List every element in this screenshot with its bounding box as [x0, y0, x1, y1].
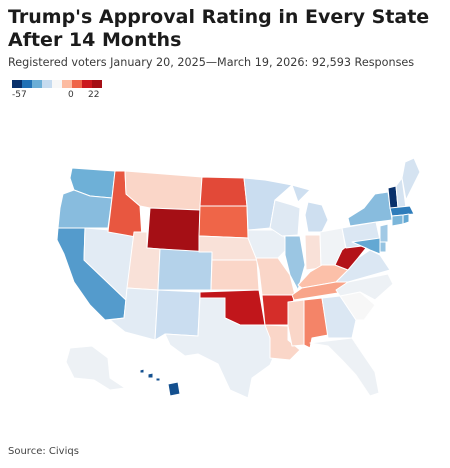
state-CO[interactable] — [157, 248, 213, 291]
legend-min-label: -57 — [12, 90, 27, 100]
state-AK[interactable] — [65, 345, 126, 391]
state-DE[interactable] — [379, 241, 387, 253]
state-ME[interactable] — [401, 157, 420, 201]
state-NY[interactable] — [347, 191, 393, 227]
legend-swatch — [52, 80, 62, 88]
color-legend: -57 0 22 — [12, 80, 102, 104]
page-title: Trump's Approval Rating in Every State A… — [8, 6, 430, 51]
state-NM[interactable] — [154, 289, 201, 341]
legend-swatch — [42, 80, 52, 88]
state-HI[interactable] — [139, 368, 181, 397]
state-NJ[interactable] — [379, 223, 389, 243]
state-FL[interactable] — [309, 337, 380, 397]
state-WY[interactable] — [146, 207, 201, 253]
state-TX[interactable] — [164, 297, 281, 399]
state-ND[interactable] — [199, 176, 248, 207]
state-GA[interactable] — [321, 295, 357, 339]
state-WI[interactable] — [269, 199, 301, 237]
legend-swatch — [82, 80, 92, 88]
us-map-svg — [56, 157, 420, 399]
state-SD[interactable] — [198, 205, 249, 239]
source-note: Source: Civiqs — [8, 446, 79, 457]
state-IN[interactable] — [304, 234, 322, 271]
legend-swatch — [22, 80, 32, 88]
legend-gradient-bar — [12, 80, 102, 88]
state-RI[interactable] — [402, 213, 410, 225]
state-MS[interactable] — [287, 299, 305, 347]
state-NC[interactable] — [335, 273, 394, 301]
legend-swatch — [12, 80, 22, 88]
state-CT[interactable] — [391, 214, 404, 227]
state-KS[interactable] — [210, 259, 260, 291]
legend-swatch — [32, 80, 42, 88]
page-subtitle: Registered voters January 20, 2025—March… — [8, 56, 415, 69]
legend-zero-label: 0 — [68, 90, 74, 100]
legend-swatch — [92, 80, 102, 88]
us-state-map — [30, 150, 420, 400]
legend-swatch — [72, 80, 82, 88]
state-IL[interactable] — [284, 235, 306, 291]
legend-max-label: 22 — [88, 90, 100, 100]
state-MD[interactable] — [351, 237, 381, 255]
state-VA[interactable] — [335, 249, 391, 283]
state-MA[interactable] — [389, 205, 415, 217]
legend-swatch — [62, 80, 72, 88]
